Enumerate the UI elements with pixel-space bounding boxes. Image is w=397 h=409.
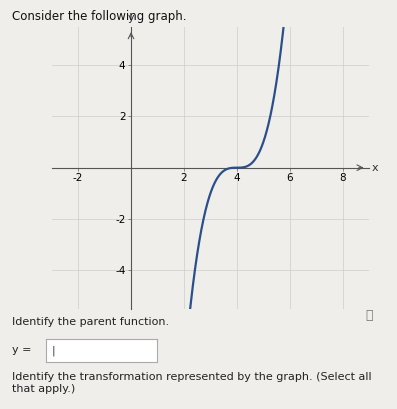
- Text: Identify the transformation represented by the graph. (Select all that apply.): Identify the transformation represented …: [12, 372, 372, 394]
- Text: y =: y =: [12, 345, 35, 355]
- Text: ⓘ: ⓘ: [366, 309, 373, 322]
- Text: Identify the parent function.: Identify the parent function.: [12, 317, 169, 327]
- Text: |: |: [51, 346, 55, 356]
- Text: x: x: [372, 163, 378, 173]
- Text: y: y: [128, 13, 134, 23]
- Text: Consider the following graph.: Consider the following graph.: [12, 10, 187, 23]
